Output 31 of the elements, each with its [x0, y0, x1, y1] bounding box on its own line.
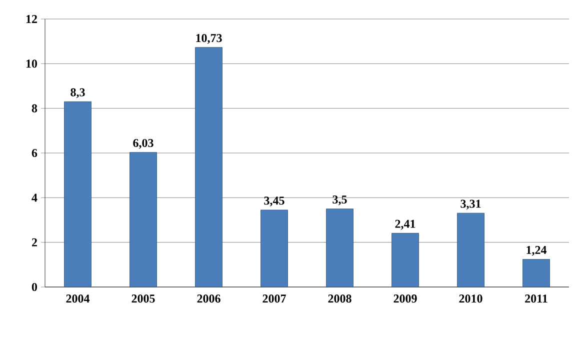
data-label: 3,5 [332, 195, 347, 206]
y-tick-label: 6 [32, 148, 38, 158]
data-label: 8,3 [70, 88, 85, 98]
x-tick-label: 2004 [66, 294, 90, 303]
x-tick-label: 2007 [262, 294, 286, 303]
data-label: 1,24 [526, 246, 547, 256]
bar [195, 47, 222, 288]
y-tick-label: 0 [32, 282, 38, 292]
y-tick-label: 10 [26, 60, 38, 68]
y-tick-label: 2 [32, 238, 37, 246]
x-tick-label: 2006 [197, 294, 220, 303]
x-tick-label: 2008 [328, 294, 352, 303]
x-tick-label: 2011 [525, 294, 548, 303]
data-label: 6,03 [133, 138, 154, 149]
bar [457, 212, 484, 288]
data-label: 2,41 [395, 220, 416, 230]
bar [130, 152, 157, 288]
x-tick-label: 2009 [394, 294, 417, 303]
bar [326, 208, 354, 288]
bar [522, 259, 550, 288]
y-tick-label: 4 [32, 194, 38, 202]
bar [392, 232, 419, 288]
bar [64, 101, 92, 288]
data-label: 3,45 [264, 196, 284, 206]
x-tick-label: 2010 [459, 294, 482, 303]
y-tick-label: 12 [26, 15, 37, 23]
data-label: 3,31 [460, 200, 481, 210]
x-tick-label: 2005 [132, 294, 155, 303]
data-label: 10,73 [196, 34, 222, 44]
bar [260, 210, 288, 288]
y-tick-label: 8 [32, 104, 38, 112]
